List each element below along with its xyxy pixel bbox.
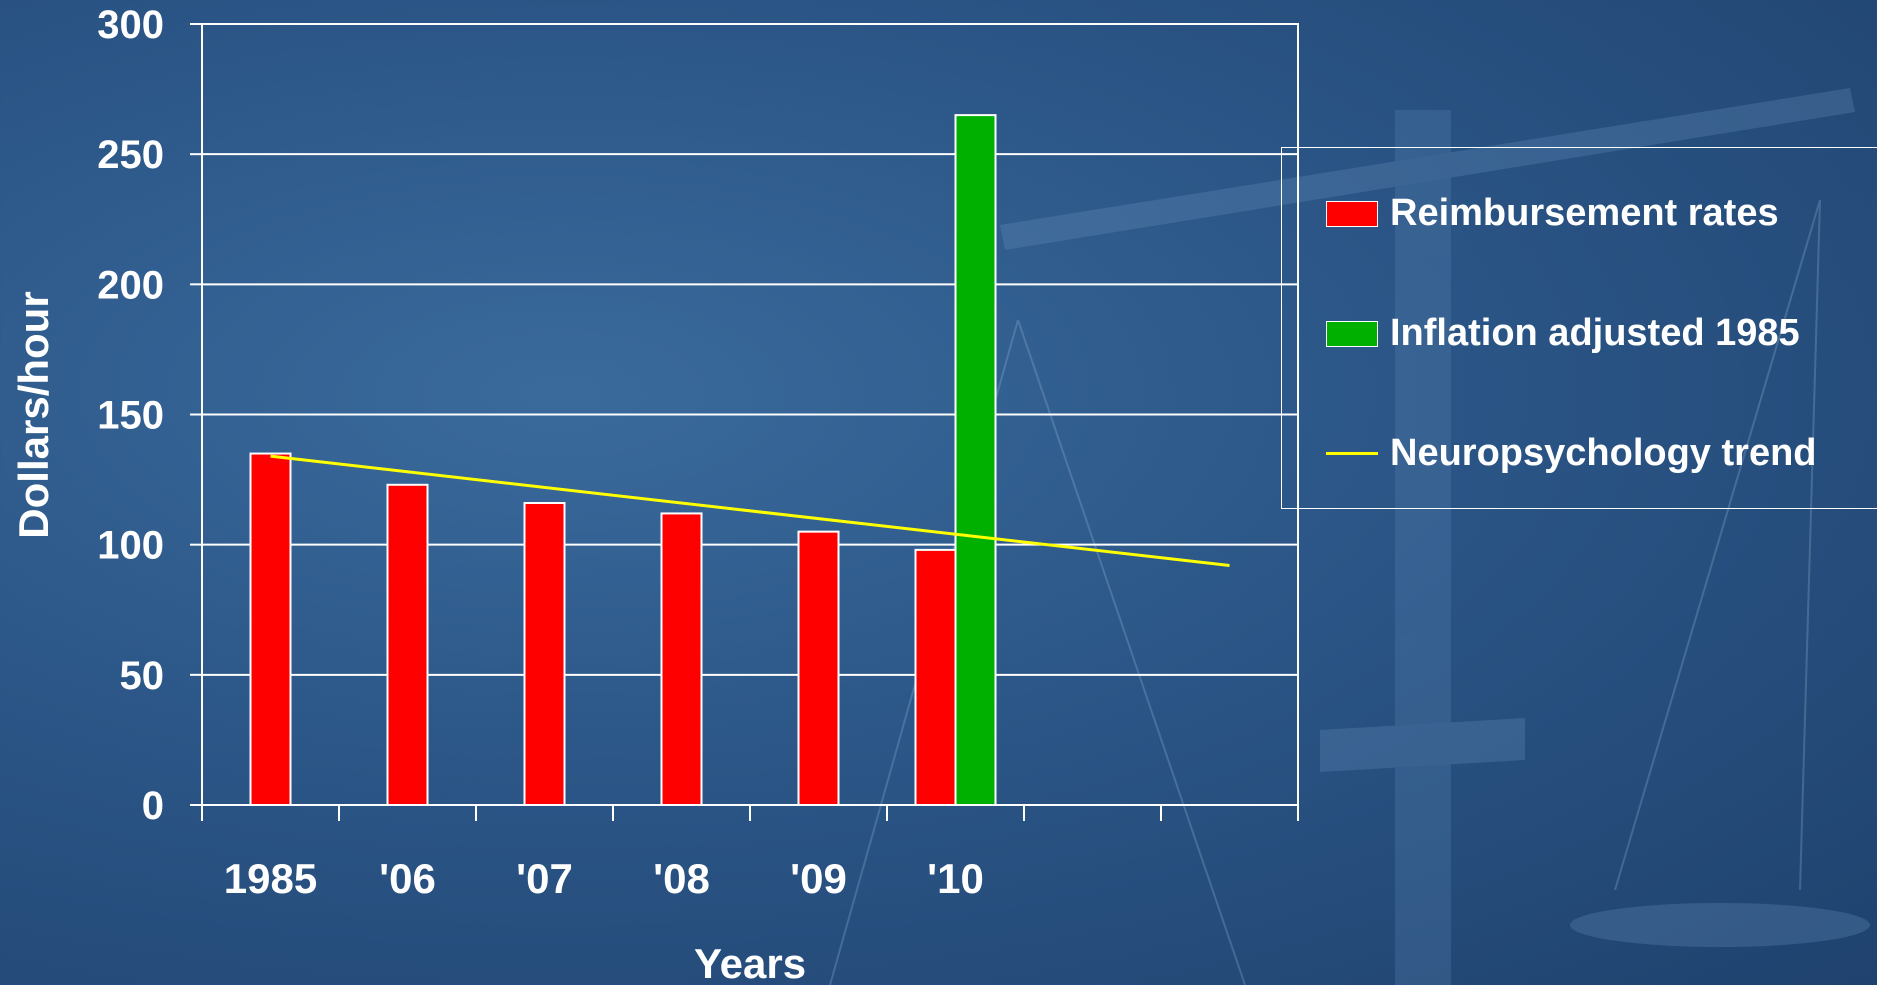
bar-reimbursement — [249, 452, 292, 806]
bar-inflation-adjusted — [954, 114, 997, 807]
x-tick-label: '06 — [379, 855, 436, 902]
legend-item-trend: Neuropsychology trend — [1326, 432, 1817, 475]
scales-of-justice-icon — [829, 88, 1870, 985]
bar-reimbursement — [660, 512, 703, 807]
x-tick-label: '08 — [653, 855, 710, 902]
legend: Reimbursement rates Inflation adjusted 1… — [1281, 147, 1877, 509]
y-tick-label: 250 — [97, 133, 164, 177]
legend-swatch-green — [1326, 320, 1378, 347]
legend-swatch-red — [1326, 200, 1378, 227]
y-tick-label: 300 — [97, 3, 164, 47]
bar-reimbursement — [914, 548, 957, 807]
y-tick-label: 200 — [97, 263, 164, 307]
bar-reimbursement — [386, 483, 429, 806]
x-tick-label: '09 — [790, 855, 847, 902]
y-tick-label: 0 — [142, 784, 164, 828]
bar-reimbursement — [523, 502, 566, 806]
legend-item-reimbursement: Reimbursement rates — [1326, 192, 1779, 235]
legend-label: Inflation adjusted 1985 — [1390, 312, 1800, 354]
plot-area: 0 50 100 150 200 250 300 1985 '06 '07 '08 '09 '10 — [97, 3, 1299, 902]
y-axis-title: Dollars/hour — [10, 291, 57, 538]
trend-line — [270, 454, 1230, 567]
legend-label: Reimbursement rates — [1390, 192, 1779, 234]
legend-line-yellow — [1326, 452, 1378, 455]
x-tick-label: '10 — [927, 855, 984, 902]
x-axis-title: Years — [694, 940, 806, 985]
x-tick-label: 1985 — [224, 855, 317, 902]
y-tick-label: 50 — [120, 654, 165, 698]
legend-label: Neuropsychology trend — [1390, 432, 1817, 474]
y-tick-label: 150 — [97, 394, 164, 438]
bar-reimbursement — [797, 530, 840, 807]
legend-item-inflation: Inflation adjusted 1985 — [1326, 312, 1800, 355]
y-tick-label: 100 — [97, 524, 164, 568]
x-tick-label: '07 — [516, 855, 573, 902]
